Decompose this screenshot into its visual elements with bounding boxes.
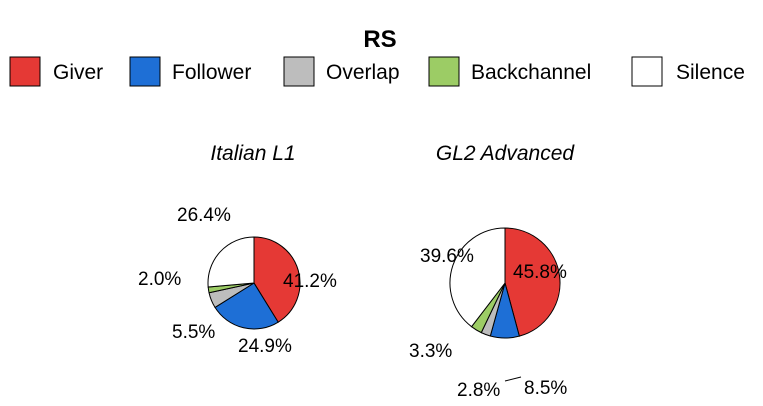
- legend-swatch-giver: [9, 56, 41, 87]
- legend-swatch-silence: [631, 56, 663, 87]
- slice-label-follower: 24.9%: [238, 336, 292, 357]
- chart-title: RS: [363, 26, 396, 53]
- slice-label-backchannel: 2.0%: [138, 269, 181, 290]
- pie-slice-follower: [214, 282, 279, 330]
- slice-label-overlap: 2.8%: [457, 380, 500, 401]
- pie-slice-giver: [504, 227, 561, 337]
- legend-swatch-backchannel: [428, 56, 460, 87]
- slice-label-backchannel: 3.3%: [409, 341, 452, 362]
- slice-label-giver: 41.2%: [283, 271, 337, 292]
- legend-label-giver: Giver: [53, 61, 103, 84]
- pie-slice-silence: [207, 236, 255, 288]
- legend-label-overlap: Overlap: [326, 61, 400, 84]
- slice-label-silence: 39.6%: [420, 246, 474, 267]
- legend-label-follower: Follower: [172, 61, 251, 84]
- pie-title-italian-l1: Italian L1: [210, 142, 295, 165]
- legend-label-silence: Silence: [676, 61, 745, 84]
- legend-swatch-overlap: [283, 56, 315, 87]
- slice-label-silence: 26.4%: [177, 205, 231, 226]
- leader-line: [504, 376, 522, 382]
- legend-swatch-follower: [129, 56, 161, 87]
- pie-title-gl2-advanced: GL2 Advanced: [436, 142, 575, 165]
- legend: Giver Follower Overlap Backchannel Silen…: [9, 56, 745, 87]
- legend-label-backchannel: Backchannel: [471, 61, 591, 84]
- pie-italian-l1: Italian L1 41.2% 24.9% 5.5% 2.0% 26.4%: [138, 142, 337, 357]
- pie-gl2-advanced: GL2 Advanced 45.8% 8.5% 2.8%3.3% 39.6%: [409, 142, 575, 401]
- slice-label-giver: 45.8%: [513, 262, 567, 283]
- pie-slice-silence: [449, 227, 506, 328]
- slice-label-overlap: 5.5%: [172, 322, 215, 343]
- slice-label-follower: 8.5%: [524, 378, 567, 399]
